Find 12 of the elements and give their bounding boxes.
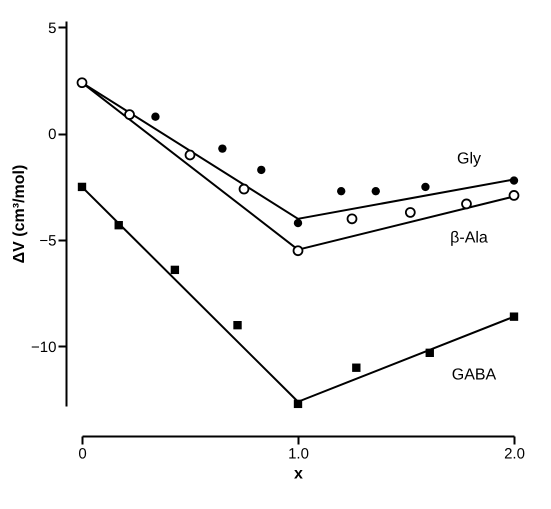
series-label: GABA	[452, 366, 497, 384]
x-tick-label: 2.0	[504, 446, 525, 462]
y-tick-label: 0	[48, 126, 56, 144]
y-tick-label: 5	[48, 20, 56, 37]
y-tick-label: −10	[31, 338, 56, 356]
x-axis-title: x	[294, 466, 304, 482]
y-tick-label: −5	[39, 232, 56, 250]
series-label: Gly	[457, 150, 481, 168]
x-tick-label: 1.0	[288, 446, 309, 462]
x-tick-label: 0	[78, 446, 87, 462]
y-axis-title: ΔV (cm³/mol)	[11, 164, 28, 264]
series-label: β-Ala	[450, 229, 488, 246]
